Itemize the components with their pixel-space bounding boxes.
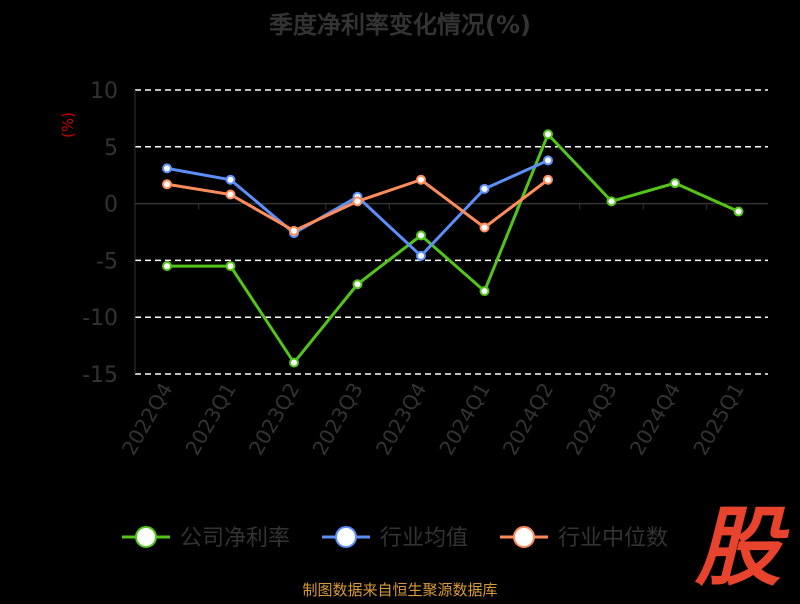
data-point [225,174,236,185]
legend: 公司净利率 行业均值 行业中位数 [122,526,668,551]
watermark-logo: 股 [694,498,790,598]
x-tick-label: 2023Q1 [180,379,240,460]
x-tick-label: 2024Q1 [434,379,494,460]
y-tick-label: 10 [90,79,118,104]
x-tick-label: 2025Q1 [688,379,748,460]
x-tick-label: 2024Q4 [625,379,685,460]
chart-title: 季度净利率变化情况(%) [269,11,531,39]
data-point [606,196,617,207]
y-tick-label: -15 [82,363,118,388]
x-tick-label: 2023Q2 [244,379,304,460]
data-point [289,225,299,236]
data-point [479,183,490,194]
x-tick-label: 2024Q2 [498,379,558,460]
x-tick-label: 2024Q3 [561,379,621,460]
series-3 [162,174,553,236]
series-1 [162,129,744,368]
y-tick-label: 5 [104,136,118,161]
series-line [166,159,549,258]
data-point [289,357,299,368]
legend-marker [513,526,535,548]
y-tick-label: -5 [96,249,118,274]
y-tick-label: 0 [104,193,118,218]
y-axis-label: (%) [59,112,77,138]
data-point [162,261,172,272]
data-point [416,174,426,185]
data-point [162,179,172,190]
grid [135,89,768,375]
data-point [543,129,553,140]
source-note: 制图数据来自恒生聚源数据库 [302,581,497,599]
data-point [225,261,236,272]
x-tick-label: 2022Q4 [117,379,177,460]
x-tick-label: 2023Q3 [307,379,367,460]
data-point [479,286,490,297]
series-line [167,131,740,366]
legend-label: 行业均值 [380,526,468,551]
data-point [733,206,744,217]
legend-item-2: 行业均值 [322,526,468,551]
legend-label: 公司净利率 [180,526,290,551]
legend-item-3: 行业中位数 [500,526,668,551]
data-point [225,189,236,200]
y-tick-label: -10 [82,306,118,331]
x-tick-label: 2023Q4 [371,379,431,460]
series-2 [162,155,553,261]
data-point [479,222,490,233]
data-point [670,178,680,189]
legend-marker [335,526,357,548]
data-point [352,196,363,207]
legend-marker [135,526,157,548]
legend-item-1: 公司净利率 [122,526,290,551]
data-point [543,174,553,185]
data-point [543,155,553,166]
data-point [416,250,426,261]
legend-label: 行业中位数 [558,526,668,551]
data-point [352,279,363,290]
series-lines [162,129,744,368]
data-point [416,230,426,241]
data-point [162,163,172,174]
